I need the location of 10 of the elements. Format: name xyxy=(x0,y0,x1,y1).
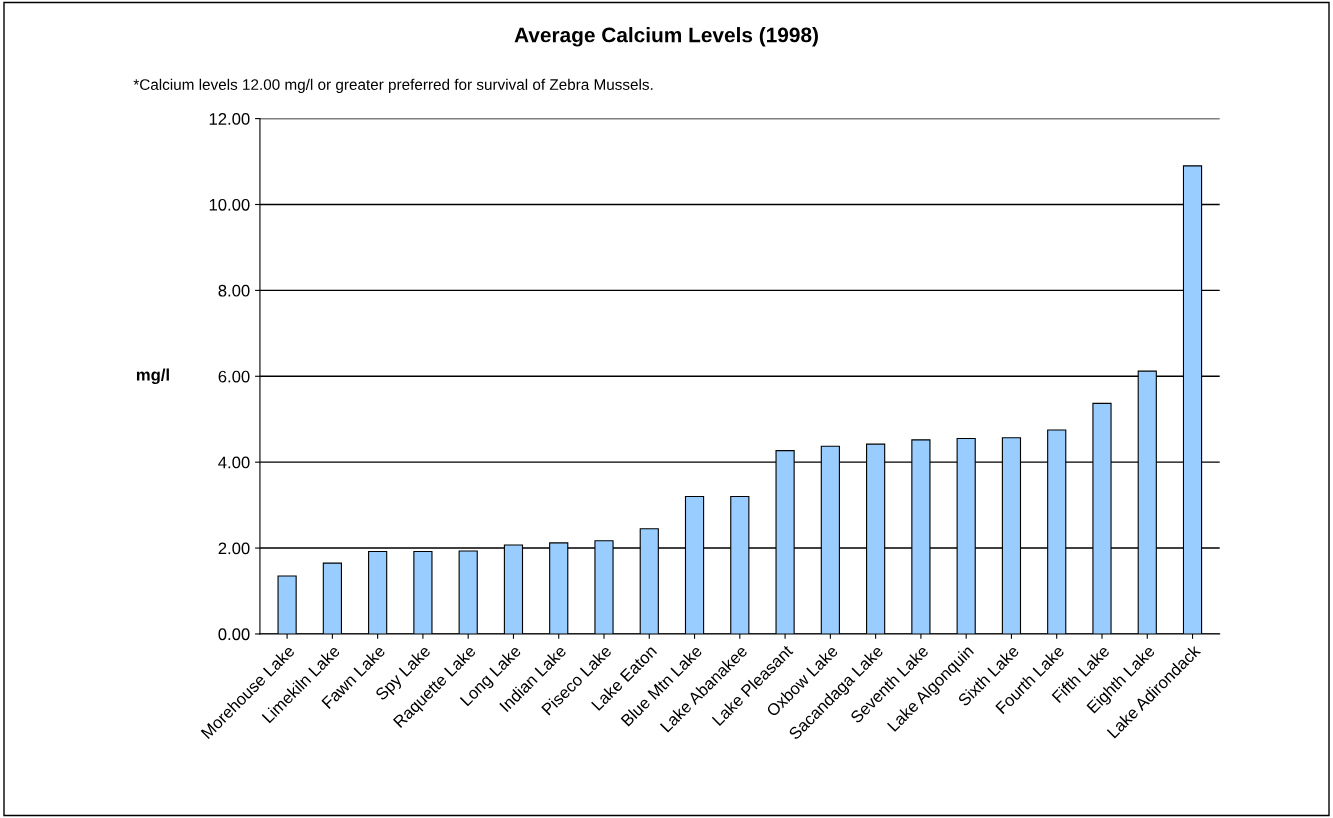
y-axis-title: mg/l xyxy=(136,368,169,385)
y-tick-label: 0.00 xyxy=(218,628,250,641)
chart-title: Average Calcium Levels (1998) xyxy=(514,27,818,47)
y-tick-label: 4.00 xyxy=(218,456,250,469)
y-tick-label: 2.00 xyxy=(218,542,250,555)
y-tick-label: 12.00 xyxy=(209,113,250,125)
y-tick-label: 10.00 xyxy=(209,198,250,211)
text: *Calcium levels 12.00 mg/l or greater preferred for survival of Zebra Mussels. xyxy=(133,78,653,94)
y-tick-label: 8.00 xyxy=(218,284,250,297)
y-tick-label: 6.00 xyxy=(218,370,250,383)
